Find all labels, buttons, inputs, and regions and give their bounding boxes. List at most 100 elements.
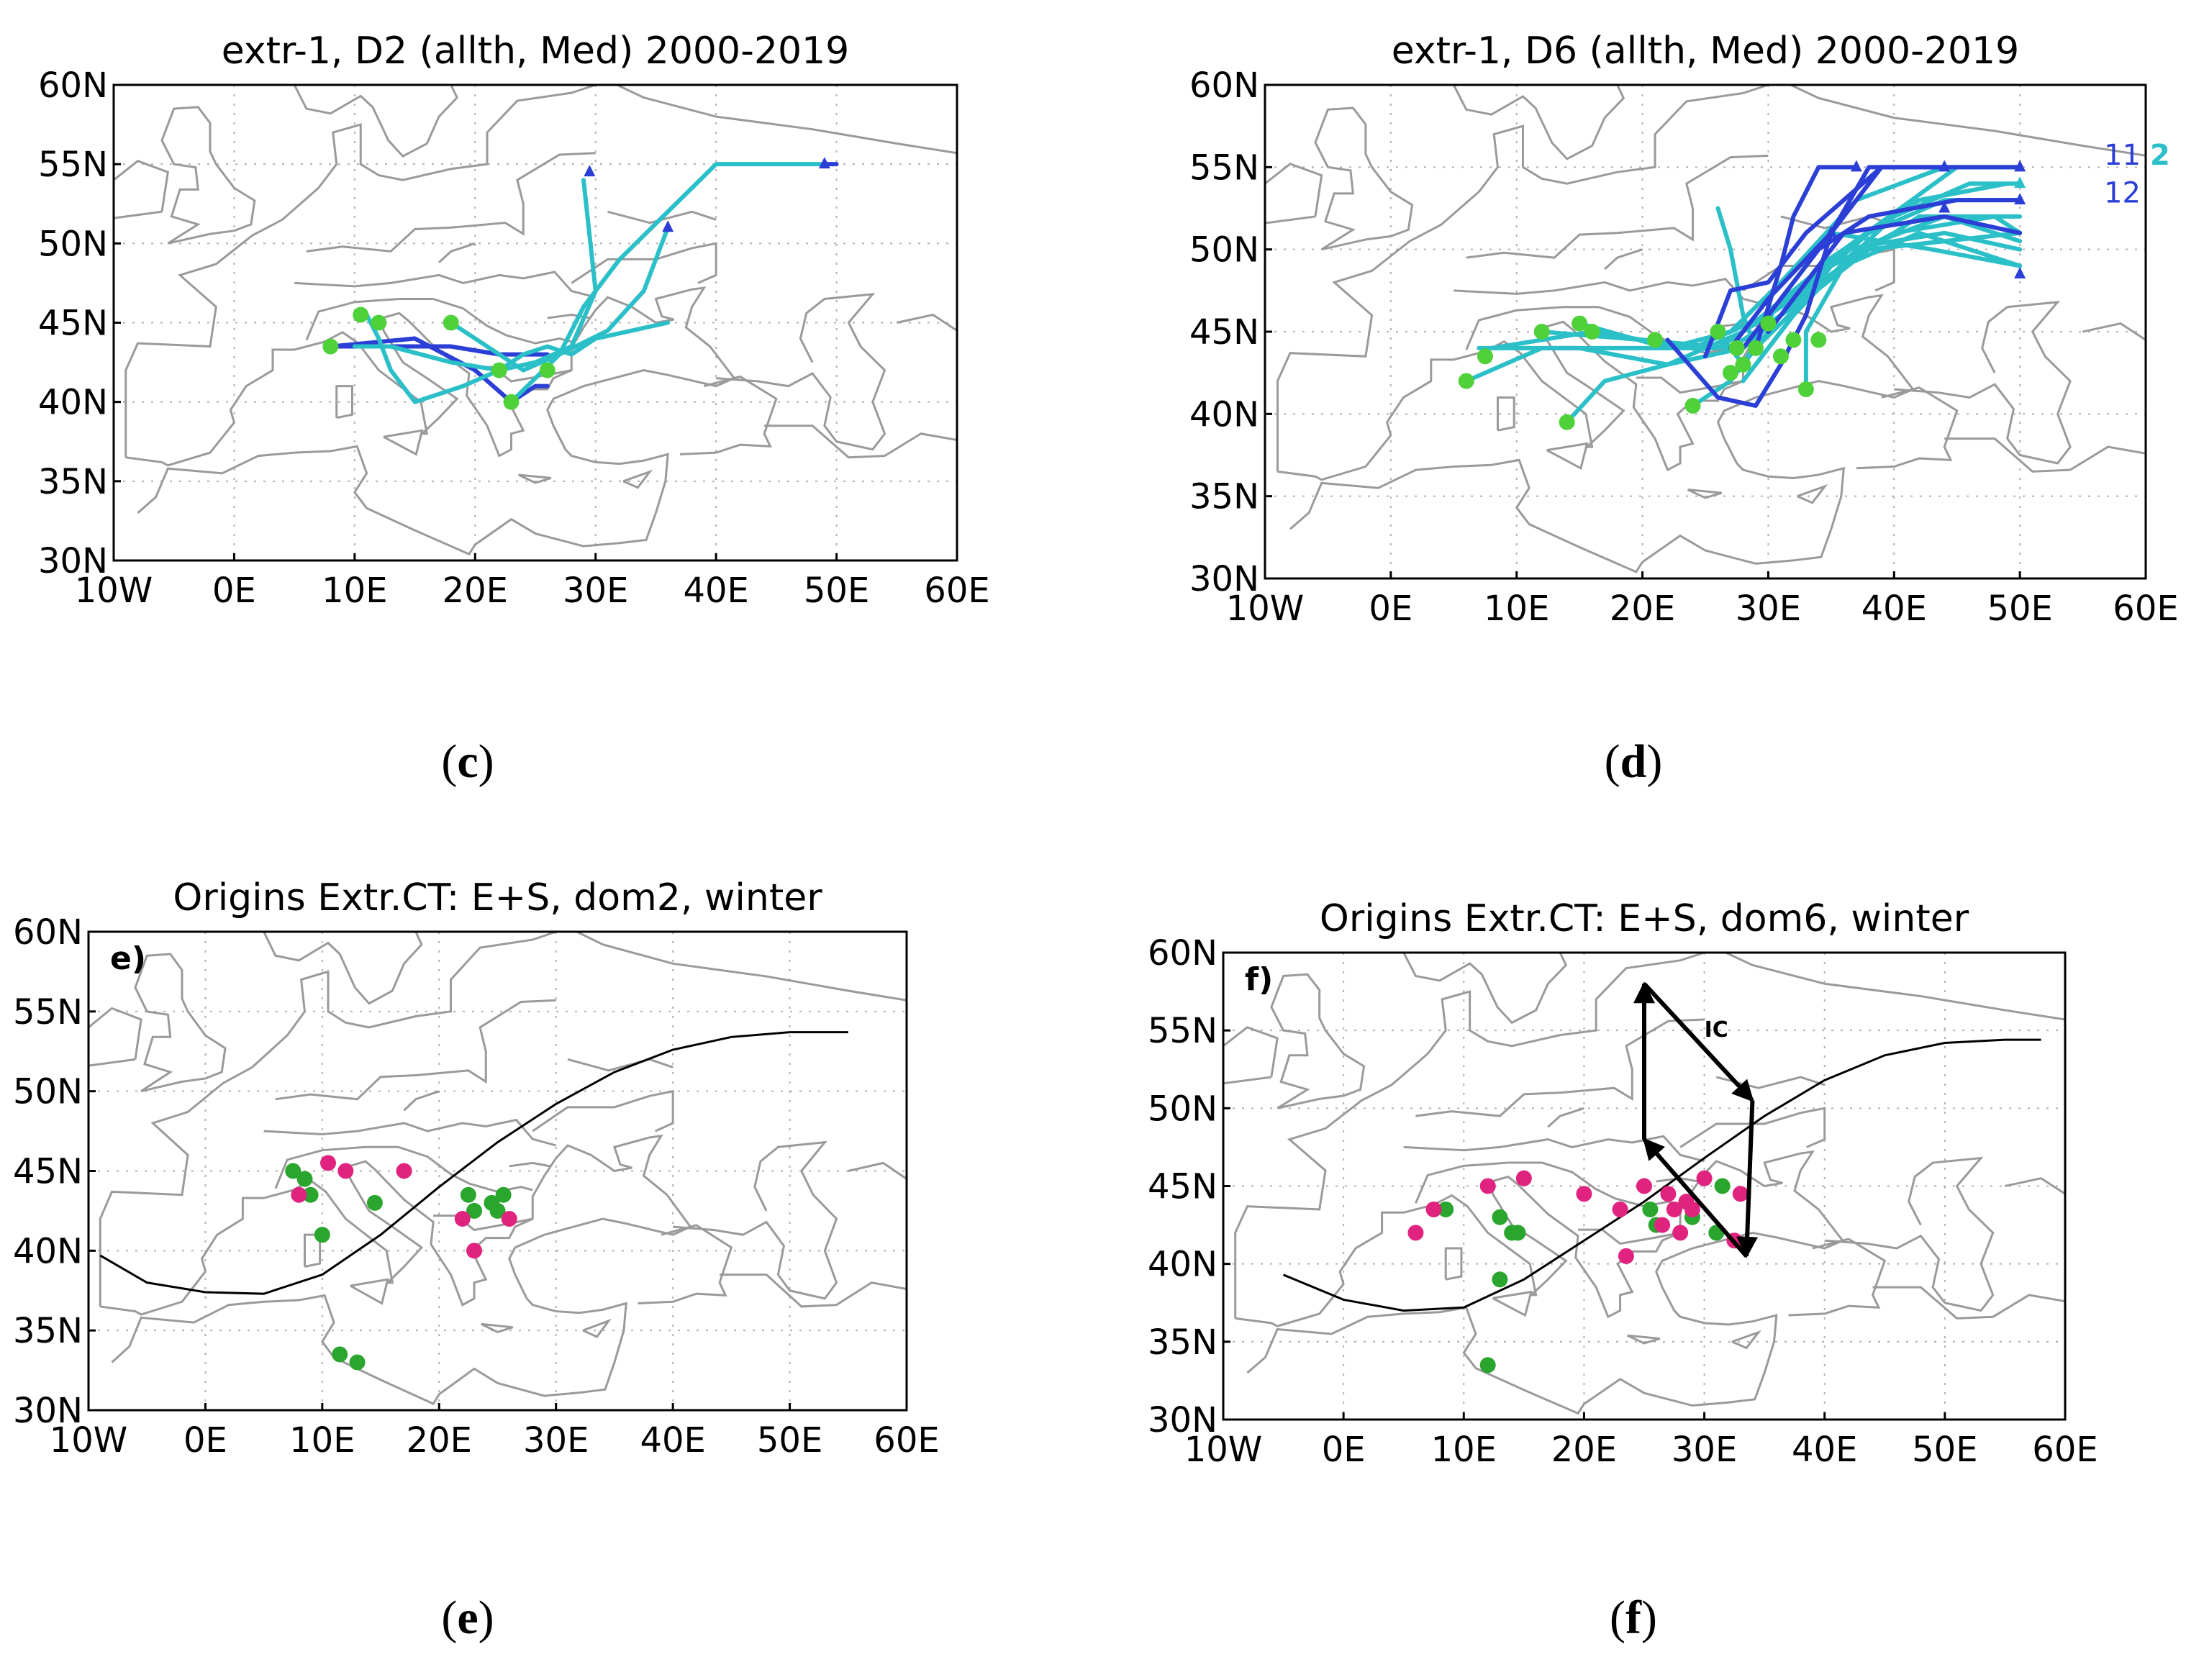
coastline	[673, 1140, 838, 1300]
coastline	[1402, 953, 1568, 1025]
cyclone-track	[1803, 230, 2023, 392]
coastline	[89, 1007, 142, 1067]
y-tick-label: 45N	[1148, 1167, 1217, 1207]
caption-close-paren: )	[1646, 735, 1662, 788]
caption-open-paren: (	[441, 1592, 457, 1644]
x-tick-label: 0E	[1369, 589, 1412, 629]
coastline	[1604, 248, 1643, 271]
origin-marker	[1576, 1186, 1592, 1202]
cyclone-track	[509, 225, 671, 404]
coastline	[567, 1058, 674, 1072]
coastline	[509, 1161, 550, 1168]
x-tick-label: 20E	[1551, 1430, 1617, 1470]
y-tick-label: 35N	[13, 1311, 83, 1351]
origin-marker	[1797, 381, 1814, 398]
coastline	[137, 385, 669, 556]
coastline	[1223, 1026, 1279, 1085]
map-area	[114, 85, 957, 560]
x-tick-label: 50E	[804, 571, 869, 611]
coastline	[263, 932, 423, 1005]
origin-marker	[1647, 332, 1664, 348]
origin-marker	[1714, 1178, 1731, 1194]
x-tick-label: 10E	[1484, 589, 1549, 629]
origin-marker	[337, 1163, 354, 1179]
origin-marker	[1735, 356, 1751, 373]
coastline	[716, 292, 886, 451]
coastline	[896, 313, 957, 332]
coastline	[100, 1134, 692, 1316]
x-tick-label: 0E	[183, 1420, 227, 1461]
x-tick-label: 10E	[289, 1420, 355, 1461]
origin-marker	[1407, 1225, 1424, 1241]
origin-marker	[1696, 1170, 1713, 1186]
coastline	[160, 106, 256, 245]
origin-marker	[1479, 1178, 1496, 1194]
origin-marker	[1747, 340, 1764, 356]
end-marker	[2014, 160, 2026, 172]
origin-marker	[1666, 1201, 1682, 1217]
x-tick-label: 40E	[1861, 589, 1927, 629]
origin-marker	[1572, 315, 1588, 332]
coastline	[1314, 106, 1414, 251]
coastline	[1270, 973, 1366, 1109]
origin-marker	[1510, 1225, 1526, 1241]
origin-marker	[1728, 340, 1745, 356]
origin-marker	[1492, 1271, 1508, 1288]
y-tick-label: 40N	[38, 383, 108, 423]
origin-marker	[1760, 315, 1777, 332]
x-tick-label: 60E	[874, 1420, 939, 1461]
origin-marker	[1477, 348, 1493, 365]
end-marker	[1825, 225, 1837, 237]
cyclone-track	[1703, 165, 1884, 359]
coastline	[638, 1224, 733, 1304]
x-tick-label: 20E	[1610, 589, 1675, 629]
coastline	[517, 473, 552, 484]
coastline	[1731, 1330, 1762, 1350]
y-tick-label: 55N	[38, 145, 108, 185]
panel-title: extr-1, D6 (allth, Med) 2000-2019	[1392, 29, 2019, 73]
y-tick-label: 60N	[1189, 65, 1259, 106]
origin-marker	[296, 1171, 313, 1187]
cyclone-track	[448, 162, 827, 373]
coastline	[1277, 294, 1915, 481]
panel-c: extr-1, D2 (allth, Med) 2000-2019 10W 0E 10…	[38, 29, 990, 788]
x-tick-label: 10E	[322, 571, 387, 611]
x-tick-label: 20E	[443, 571, 508, 611]
end-marker	[1850, 160, 1862, 172]
y-tick-label: 55N	[13, 992, 83, 1032]
track-count-label: 11	[2104, 139, 2141, 172]
origin-marker	[1785, 332, 1802, 348]
coastline	[532, 1089, 674, 1132]
x-tick-label: 10W	[1184, 1430, 1263, 1470]
coastline	[1465, 306, 1743, 355]
origin-marker	[1642, 1201, 1659, 1217]
caption-open-paren: (	[441, 735, 457, 788]
origin-marker	[314, 1227, 330, 1243]
y-tick-label: 35N	[1148, 1322, 1217, 1363]
coastline	[1787, 85, 2146, 157]
ic-label: IC	[1705, 1017, 1728, 1043]
origin-marker	[1533, 324, 1550, 340]
coastline	[114, 160, 170, 219]
origin-marker	[319, 1155, 336, 1171]
map-area	[1265, 85, 2146, 578]
coastline	[438, 242, 476, 263]
coastline	[614, 85, 957, 155]
map-area	[89, 932, 907, 1410]
y-tick-label: 50N	[13, 1072, 83, 1112]
y-tick-label: 40N	[13, 1231, 83, 1271]
coastline	[1578, 1228, 1681, 1245]
origin-marker	[1672, 1225, 1689, 1241]
caption-letter: e	[457, 1592, 478, 1644]
x-tick-label: 60E	[924, 571, 989, 611]
panel-title: extr-1, D2 (allth, Med) 2000-2019	[222, 29, 849, 73]
end-marker	[2014, 176, 2026, 189]
end-marker	[1938, 201, 1951, 213]
track-count-label: 12	[2104, 177, 2141, 210]
y-tick-label: 40N	[1148, 1245, 1217, 1285]
coastline	[1856, 386, 1959, 470]
y-tick-label: 60N	[1148, 933, 1217, 973]
panel-d: extr-1, D6 (allth, Med) 2000-2019 11 2 12 10…	[1189, 29, 2179, 788]
origin-marker	[1636, 1178, 1652, 1194]
